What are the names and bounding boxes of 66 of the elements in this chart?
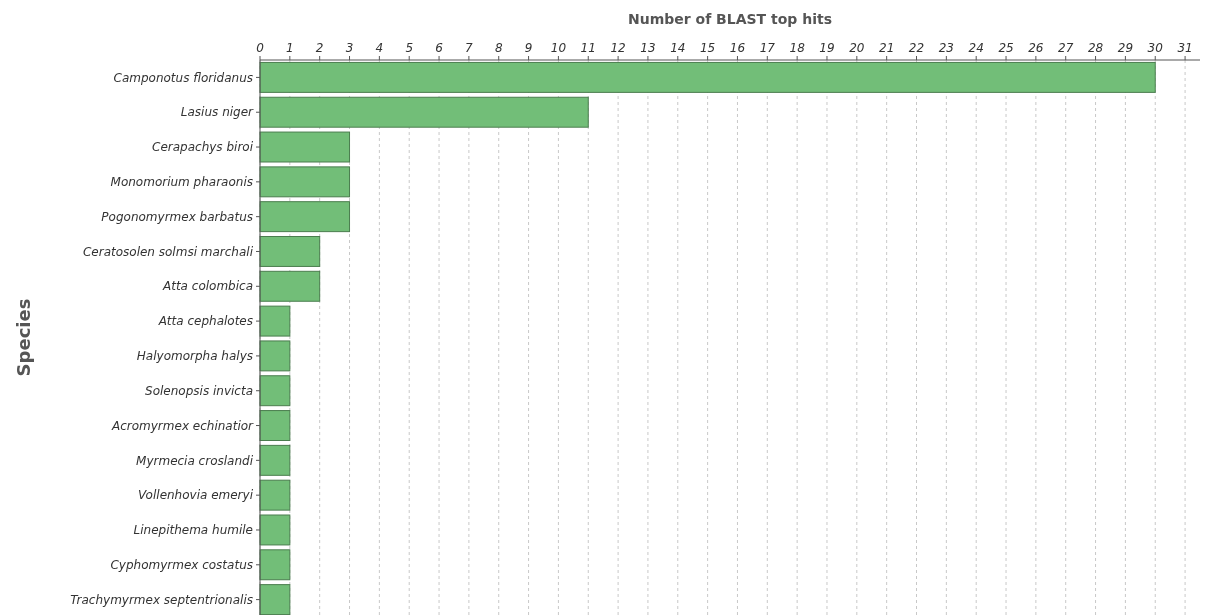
x-tick-label: 20 (849, 41, 865, 55)
x-tick-label: 25 (998, 41, 1014, 55)
y-tick-label: Atta cephalotes (157, 314, 253, 329)
bar (259, 584, 291, 615)
y-tick-label: Halyomorpha halys (136, 349, 253, 364)
bar (259, 236, 321, 267)
y-tick-label: Lasius niger (180, 105, 255, 120)
bar (259, 410, 291, 441)
x-tick-label: 15 (699, 41, 716, 55)
x-tick-label: 9 (524, 41, 533, 55)
y-tick-label: Cerapachys biroi (152, 140, 254, 155)
x-tick-label: 27 (1058, 41, 1074, 55)
y-tick-label: Pogonomyrmex barbatus (101, 209, 253, 224)
x-tick-label: 30 (1147, 41, 1164, 55)
y-tick-label: Vollenhovia emeryi (138, 488, 254, 503)
x-tick-label: 3 (345, 41, 354, 55)
x-tick-label: 11 (580, 41, 596, 55)
x-tick-label: 10 (550, 41, 567, 55)
x-tick-label: 8 (494, 41, 503, 55)
y-tick-label: Atta colombica (162, 279, 253, 294)
x-tick-label: 26 (1028, 41, 1044, 55)
y-tick-label: Camponotus floridanus (113, 70, 253, 85)
bar (259, 444, 291, 476)
x-tick-label: 29 (1117, 41, 1134, 55)
x-tick-label: 0 (256, 41, 265, 55)
x-tick-label: 19 (819, 41, 835, 55)
x-tick-label: 12 (610, 41, 626, 55)
x-tick-label: 28 (1087, 41, 1104, 55)
x-axis-title: Number of BLAST top hits (627, 11, 833, 27)
x-tick-label: 6 (435, 41, 444, 55)
y-axis-title: Species (13, 298, 34, 377)
y-tick-label: Monomorium pharaonis (110, 175, 253, 190)
x-tick-label: 18 (789, 41, 806, 55)
x-tick-label: 22 (908, 41, 925, 55)
y-tick-label: Cyphomyrmex costatus (110, 557, 253, 572)
x-tick-label: 24 (968, 41, 984, 55)
y-tick-label: Ceratosolen solmsi marchali (82, 244, 254, 259)
bar (259, 514, 291, 546)
x-tick-label: 21 (879, 41, 895, 55)
bar (259, 166, 351, 198)
y-tick-label: Myrmecia croslandi (136, 453, 254, 468)
x-tick-label: 1 (286, 41, 294, 55)
bar (259, 305, 291, 337)
y-tick-label: Linepithema humile (133, 523, 253, 538)
x-tick-label: 5 (405, 41, 414, 55)
x-tick-label: 7 (465, 41, 474, 55)
bar (259, 61, 1156, 93)
y-tick-label: Solenopsis invicta (145, 383, 253, 398)
y-tick-label: Trachymyrmex septentrionalis (70, 592, 253, 607)
y-tick-label: Acromyrmex echinatior (111, 418, 255, 433)
bar (259, 270, 321, 302)
bar (259, 375, 291, 407)
x-tick-label: 2 (315, 41, 324, 55)
bar (259, 340, 291, 372)
bar (259, 549, 291, 581)
x-tick-label: 16 (729, 41, 746, 55)
x-tick-label: 4 (375, 41, 384, 55)
x-tick-label: 17 (759, 41, 776, 55)
x-tick-label: 23 (938, 41, 954, 55)
x-tick-label: 31 (1177, 41, 1193, 55)
bar (259, 479, 291, 511)
bar (259, 201, 351, 233)
bar (259, 131, 351, 163)
bar (259, 96, 589, 128)
x-tick-label: 14 (670, 41, 686, 55)
x-tick-label: 13 (640, 41, 656, 55)
